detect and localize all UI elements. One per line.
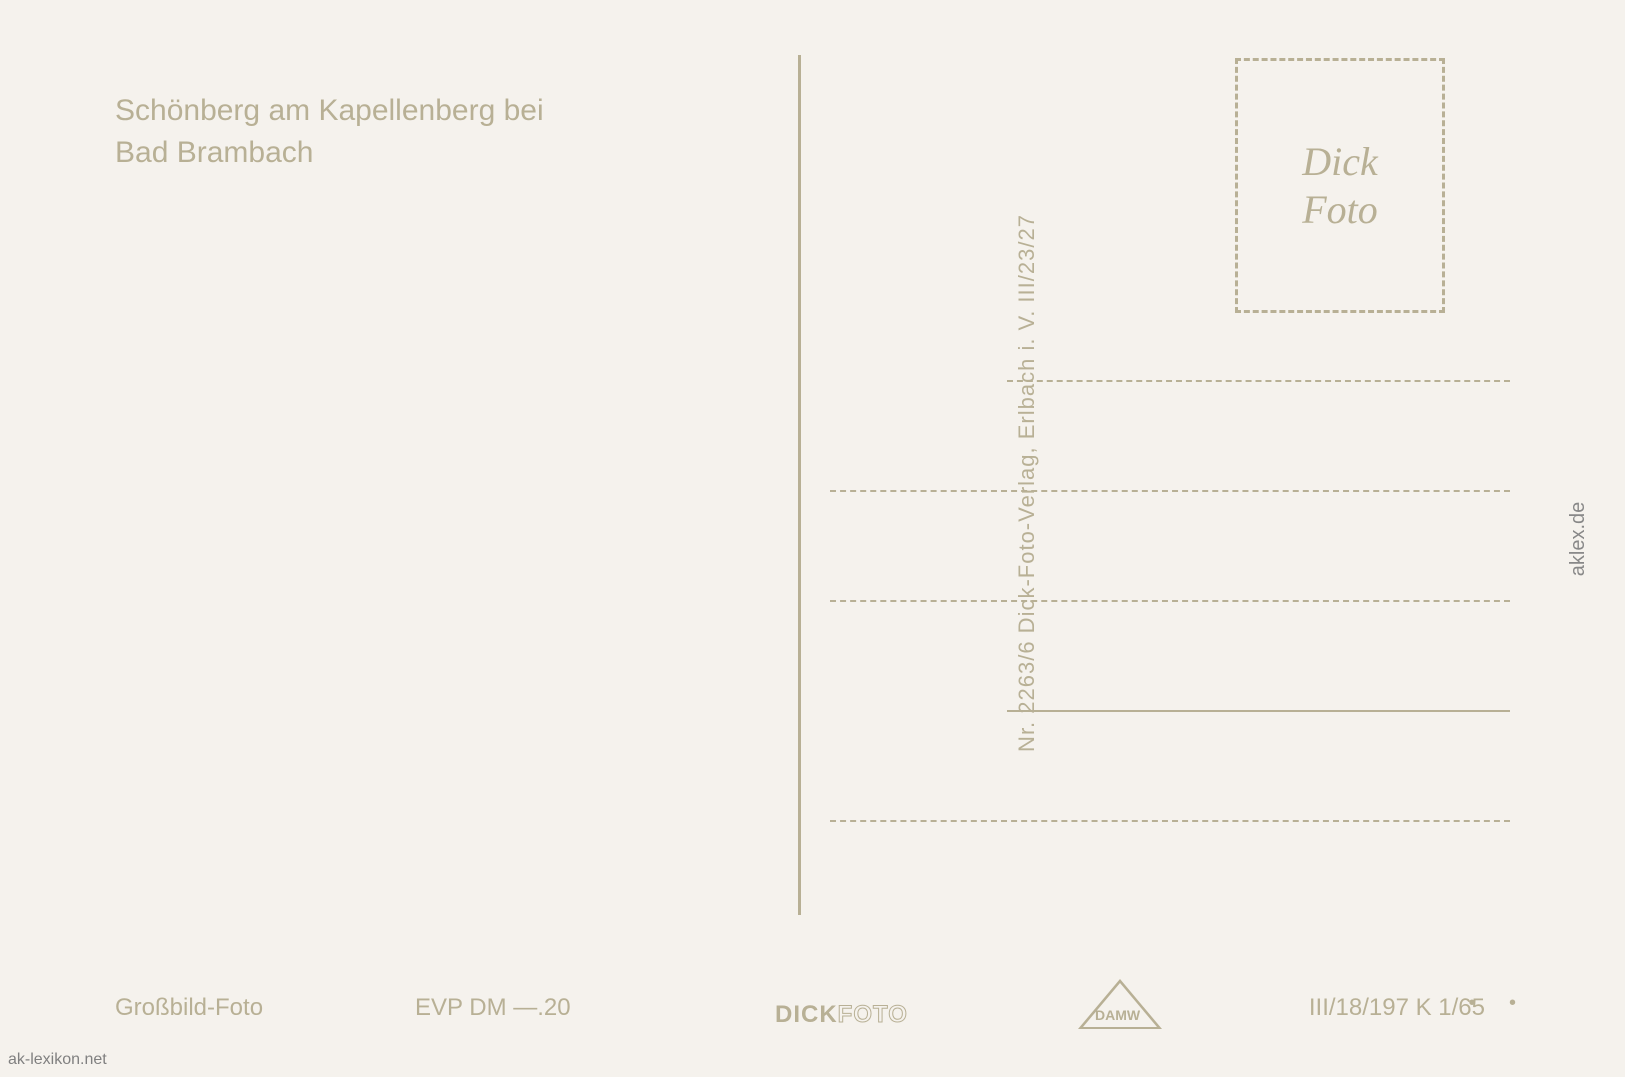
address-line-4 xyxy=(1007,710,1510,712)
address-line-5 xyxy=(830,820,1510,822)
price-label: EVP DM —.20 xyxy=(415,994,571,1022)
stamp-line-2: Foto xyxy=(1302,186,1378,234)
center-divider-line xyxy=(798,55,801,915)
source-link: ak-lexikon.net xyxy=(8,1051,107,1069)
stamp-text: Dick Foto xyxy=(1302,138,1378,234)
print-code: III/18/197 K 1/65 xyxy=(1309,994,1485,1022)
address-section xyxy=(830,380,1510,930)
damw-triangle-icon xyxy=(1075,977,1165,1032)
postcard-back: Schönberg am Kapellenberg bei Bad Bramba… xyxy=(0,0,1625,1077)
address-line-1 xyxy=(1007,380,1510,382)
decorative-dots: • • xyxy=(1468,992,1530,1015)
title-line-1: Schönberg am Kapellenberg bei xyxy=(115,90,544,132)
address-line-3 xyxy=(830,600,1510,602)
dick-foto-logo: DICKFOTO xyxy=(775,1001,908,1029)
logo-foto: FOTO xyxy=(838,1001,908,1028)
stamp-line-1: Dick xyxy=(1302,138,1378,186)
stamp-placeholder-box: Dick Foto xyxy=(1235,58,1445,313)
damw-badge: DAMW xyxy=(1075,977,1165,1035)
location-title: Schönberg am Kapellenberg bei Bad Bramba… xyxy=(115,90,544,174)
address-line-2 xyxy=(830,490,1510,492)
damw-label: DAMW xyxy=(1095,1007,1140,1023)
watermark-text: aklex.de xyxy=(1566,501,1589,576)
title-line-2: Bad Brambach xyxy=(115,132,544,174)
logo-dick: DICK xyxy=(775,1001,838,1028)
photo-label: Großbild-Foto xyxy=(115,994,263,1022)
